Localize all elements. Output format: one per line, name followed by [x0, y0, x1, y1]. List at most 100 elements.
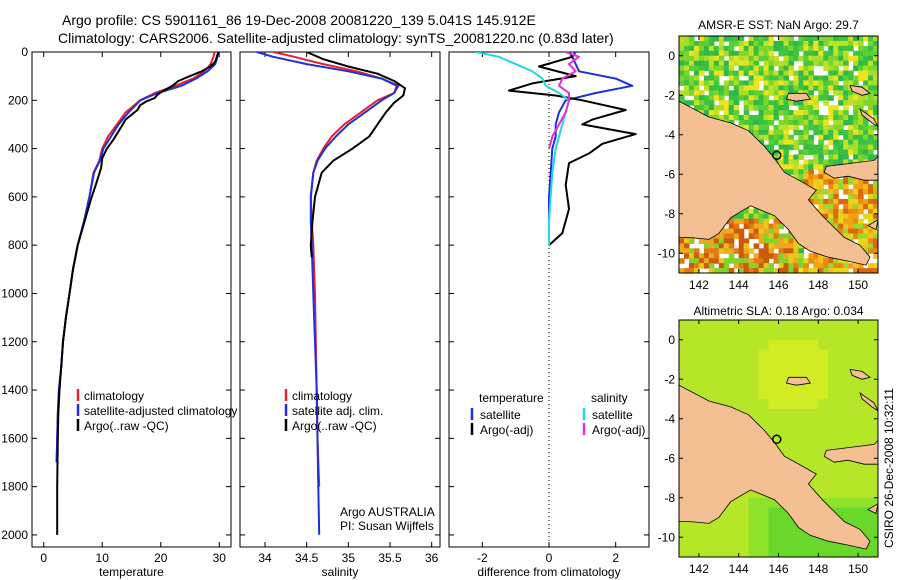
sst_map-cell [708, 85, 715, 91]
sst_map-cell [723, 80, 730, 86]
sst_map-cell [838, 154, 844, 161]
sst_map-cell [818, 139, 824, 146]
sst_map-cell [778, 233, 785, 240]
sla_map-cell [698, 547, 710, 557]
sst_map-cell [738, 60, 745, 67]
sst_map-cell [803, 263, 809, 269]
sla_map-cell [778, 379, 790, 390]
sst_map-cell [768, 149, 775, 156]
sst_map-cell [798, 164, 804, 170]
sst_map-cell [843, 36, 849, 42]
sst_map-cell [823, 189, 829, 195]
sla_map-cell [698, 339, 710, 351]
sst_map-cell [863, 129, 869, 136]
sst_map-cell [858, 60, 864, 67]
sst_map-cell [803, 105, 809, 111]
salinity-axes-box [239, 51, 441, 548]
sla_map-cell [818, 339, 829, 351]
sla_map-cell [768, 379, 780, 390]
sst_map-cell [843, 65, 849, 72]
sst_map-cell [818, 124, 824, 131]
sst_map-cell [838, 55, 844, 62]
sst_map-cell [848, 70, 854, 77]
sst_map-cell [853, 50, 859, 57]
sla_map-cell [858, 399, 869, 410]
sst_map-cell [858, 198, 864, 205]
sst_map-cell [813, 184, 819, 190]
sst_map-cell [828, 80, 834, 86]
sst_map-cell [753, 218, 760, 225]
sst_map-cell [723, 258, 730, 264]
sst_map-cell [863, 36, 869, 42]
sst_map-cell [718, 248, 725, 254]
sst_map-cell [733, 85, 740, 91]
sst_map-cell [723, 115, 730, 121]
sst_map-cell [713, 65, 720, 72]
sst_map-cell [808, 139, 814, 146]
sst_map-cell [873, 134, 878, 141]
sla_map-cell [858, 359, 869, 370]
sla_map-cell [868, 349, 878, 361]
sst_map-cell [748, 105, 755, 111]
sla_map-cell [738, 339, 750, 351]
sst_map-cell [753, 40, 760, 47]
sst_map-cell [868, 65, 874, 72]
sla_map-cell [858, 527, 869, 538]
depth-tick-label: 800 [8, 238, 28, 252]
sst_map-cell [863, 243, 869, 249]
sst_map-cell [713, 110, 720, 116]
sla_map-cell [818, 428, 829, 440]
sla_map-cell [688, 369, 700, 380]
sla_map-cell [868, 547, 878, 557]
sla_map-cell [848, 399, 859, 410]
sst_map-cell [679, 248, 685, 254]
sla_map-cell [748, 527, 760, 538]
sst_map-cell [843, 45, 849, 52]
sst_map-cell [798, 36, 804, 42]
sst_map-cell [783, 243, 790, 249]
sst_map-cell [868, 144, 874, 151]
depth-tick-label: 1000 [1, 286, 28, 300]
sla_map-cell [868, 487, 878, 499]
sst_map-cell [733, 263, 740, 269]
sst_map-cell [753, 75, 760, 82]
sla_map-cell [679, 379, 690, 390]
temperature-xtick-label: 30 [213, 551, 227, 565]
sst_map-cell [713, 105, 720, 111]
sla_map-cell [768, 547, 780, 557]
sst_map-cell [783, 55, 790, 62]
sst_map-cell [788, 134, 795, 141]
sla_map-cell [758, 537, 770, 548]
sla_map-cell [768, 329, 780, 341]
sst_map-cell [718, 100, 725, 106]
sst_map-cell [793, 100, 799, 106]
sst_map-cell [868, 194, 874, 200]
sst_map-cell [679, 238, 685, 244]
sst_map-cell [758, 263, 765, 269]
sla_map-cell [778, 320, 790, 331]
sla_map-cell [828, 379, 839, 390]
sst_map-cell [843, 218, 849, 225]
sst_map-cell [693, 50, 700, 57]
sst_map-cell [843, 50, 849, 57]
sst_map-cell [868, 75, 874, 82]
sst_map-cell [679, 243, 685, 249]
sst_map-cell [788, 238, 795, 244]
sla_map-cell [798, 448, 809, 459]
sst_map-cell [823, 208, 829, 215]
sst_map-cell [753, 258, 760, 264]
sla_map-cell [828, 339, 839, 351]
sla_map-cell [858, 497, 869, 509]
sst_map-cell [713, 60, 720, 67]
sst_map-lon-label: 150 [848, 278, 868, 292]
pi-annotation: PI: Susan Wijffels [340, 519, 434, 533]
sst_map-cell [788, 233, 795, 240]
sla_map-cell [698, 537, 710, 548]
sst_map-cell [683, 60, 690, 67]
sla_map-cell [808, 478, 819, 489]
sst_map-cell [858, 110, 864, 116]
sst_map-cell [813, 268, 819, 273]
depth-tick-label: 600 [8, 190, 28, 204]
sla_map-cell [848, 418, 859, 430]
sst_map-cell [803, 144, 809, 151]
